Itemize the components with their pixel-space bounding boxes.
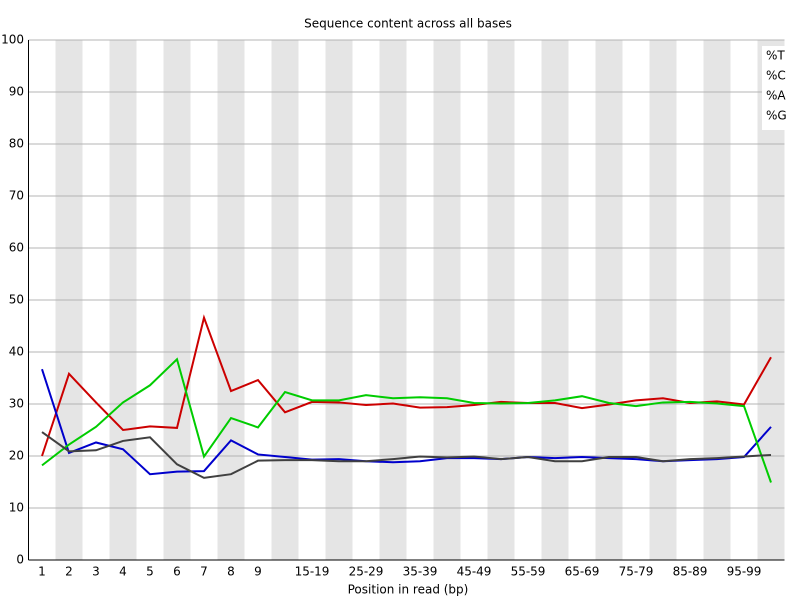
y-tick-label: 100 xyxy=(1,33,24,47)
y-tick-label: 40 xyxy=(9,345,24,359)
x-tick-label: 75-79 xyxy=(619,565,654,579)
legend: %T %C %A %G xyxy=(762,46,790,130)
series-line xyxy=(41,431,772,479)
legend-entry: %C xyxy=(766,69,786,83)
y-tick-label: 70 xyxy=(9,189,24,203)
x-tick-label: 9 xyxy=(254,565,262,579)
y-tick-label: 0 xyxy=(16,553,24,567)
series-line xyxy=(41,314,772,457)
x-tick-label: 35-39 xyxy=(403,565,438,579)
x-tick-label: 55-59 xyxy=(511,565,546,579)
x-tick-label: 7 xyxy=(200,565,208,579)
x-tick-label: 45-49 xyxy=(457,565,492,579)
legend-entry: %G xyxy=(766,109,787,123)
y-tick-label: 30 xyxy=(9,397,24,411)
y-tick-label: 20 xyxy=(9,449,24,463)
x-axis-label: Position in read (bp) xyxy=(348,583,469,597)
series-line xyxy=(41,368,772,476)
legend-entry: %T xyxy=(766,49,785,63)
x-tick-label: 95-99 xyxy=(727,565,762,579)
legend-entry: %A xyxy=(766,89,786,103)
y-tick-label: 60 xyxy=(9,241,24,255)
series-line xyxy=(41,357,772,483)
y-tick-label: 80 xyxy=(9,137,24,151)
chart-title: Sequence content across all bases xyxy=(304,17,512,31)
x-tick-label: 2 xyxy=(65,565,73,579)
x-tick-label: 3 xyxy=(92,565,100,579)
x-tick-label: 85-89 xyxy=(673,565,708,579)
x-tick-label: 1 xyxy=(38,565,46,579)
legend-box xyxy=(762,46,790,130)
x-tick-label: 15-19 xyxy=(295,565,330,579)
x-tick-label: 4 xyxy=(119,565,127,579)
y-tick-label: 10 xyxy=(9,501,24,515)
x-tick-label: 6 xyxy=(173,565,181,579)
x-tick-label: 8 xyxy=(227,565,235,579)
x-tick-label: 65-69 xyxy=(565,565,600,579)
y-tick-label: 90 xyxy=(9,85,24,99)
y-tick-label: 50 xyxy=(9,293,24,307)
x-tick-label: 25-29 xyxy=(349,565,384,579)
x-tick-label: 5 xyxy=(146,565,154,579)
